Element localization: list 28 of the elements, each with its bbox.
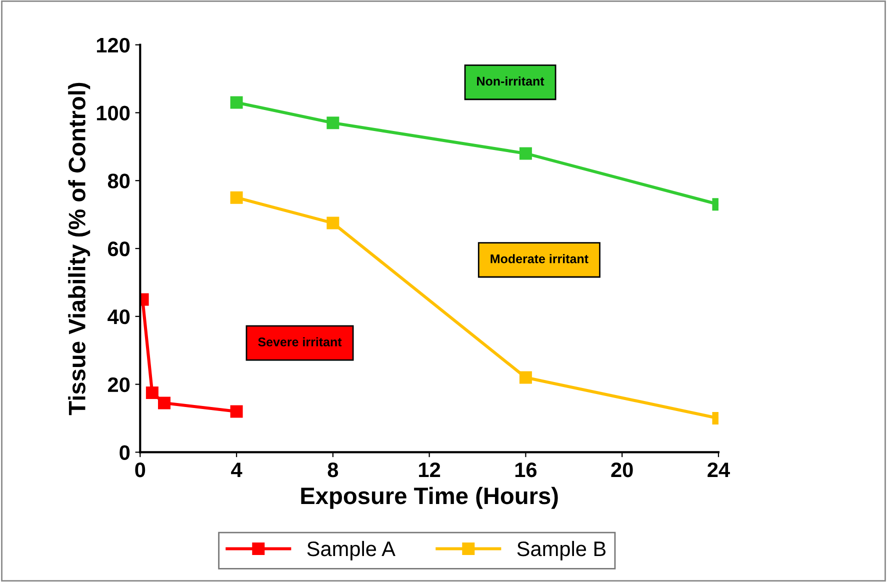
x-tick-label: 12 <box>419 462 440 478</box>
legend-label: Sample B <box>517 540 606 560</box>
x-tick-label: 20 <box>611 462 633 478</box>
x-tick-label: 16 <box>515 462 537 478</box>
annotation: Non-irritant <box>477 76 544 86</box>
annotation: Severe irritant <box>258 337 342 346</box>
point <box>326 216 340 230</box>
x-tick-label: 4 <box>231 462 242 478</box>
point <box>146 386 158 400</box>
point <box>230 191 243 204</box>
legend-label: Sample A <box>307 540 396 560</box>
x-tick-label: 8 <box>328 462 338 478</box>
point <box>230 405 243 418</box>
annotation: Moderate irritant <box>490 254 588 264</box>
y-tick-label: 20 <box>108 377 130 392</box>
y-tick-label: 100 <box>96 106 130 120</box>
point <box>230 96 243 109</box>
y-tick-label: 0 <box>120 445 130 460</box>
point <box>158 396 170 410</box>
point <box>326 116 340 130</box>
y-tick-label: 60 <box>108 242 130 256</box>
y-tick-label: 80 <box>108 174 130 188</box>
x-tick-label: 0 <box>135 462 146 478</box>
x-tick-label: 24 <box>708 462 730 478</box>
x-axis-title: Exposure Time (Hours) <box>301 486 558 509</box>
y-axis-title: Tissue Viability (% of Control) <box>68 82 90 416</box>
y-tick-label: 40 <box>108 309 130 324</box>
y-tick-label: 120 <box>96 38 130 53</box>
